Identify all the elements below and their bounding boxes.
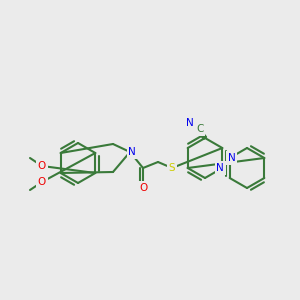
Text: O: O [139, 183, 147, 193]
Text: N: N [186, 118, 194, 128]
Text: N: N [228, 153, 236, 163]
Text: N: N [216, 163, 224, 173]
Text: O: O [38, 161, 46, 171]
Text: N: N [128, 147, 136, 157]
Text: O: O [38, 177, 46, 187]
Text: S: S [169, 163, 175, 173]
Text: C: C [196, 124, 204, 134]
